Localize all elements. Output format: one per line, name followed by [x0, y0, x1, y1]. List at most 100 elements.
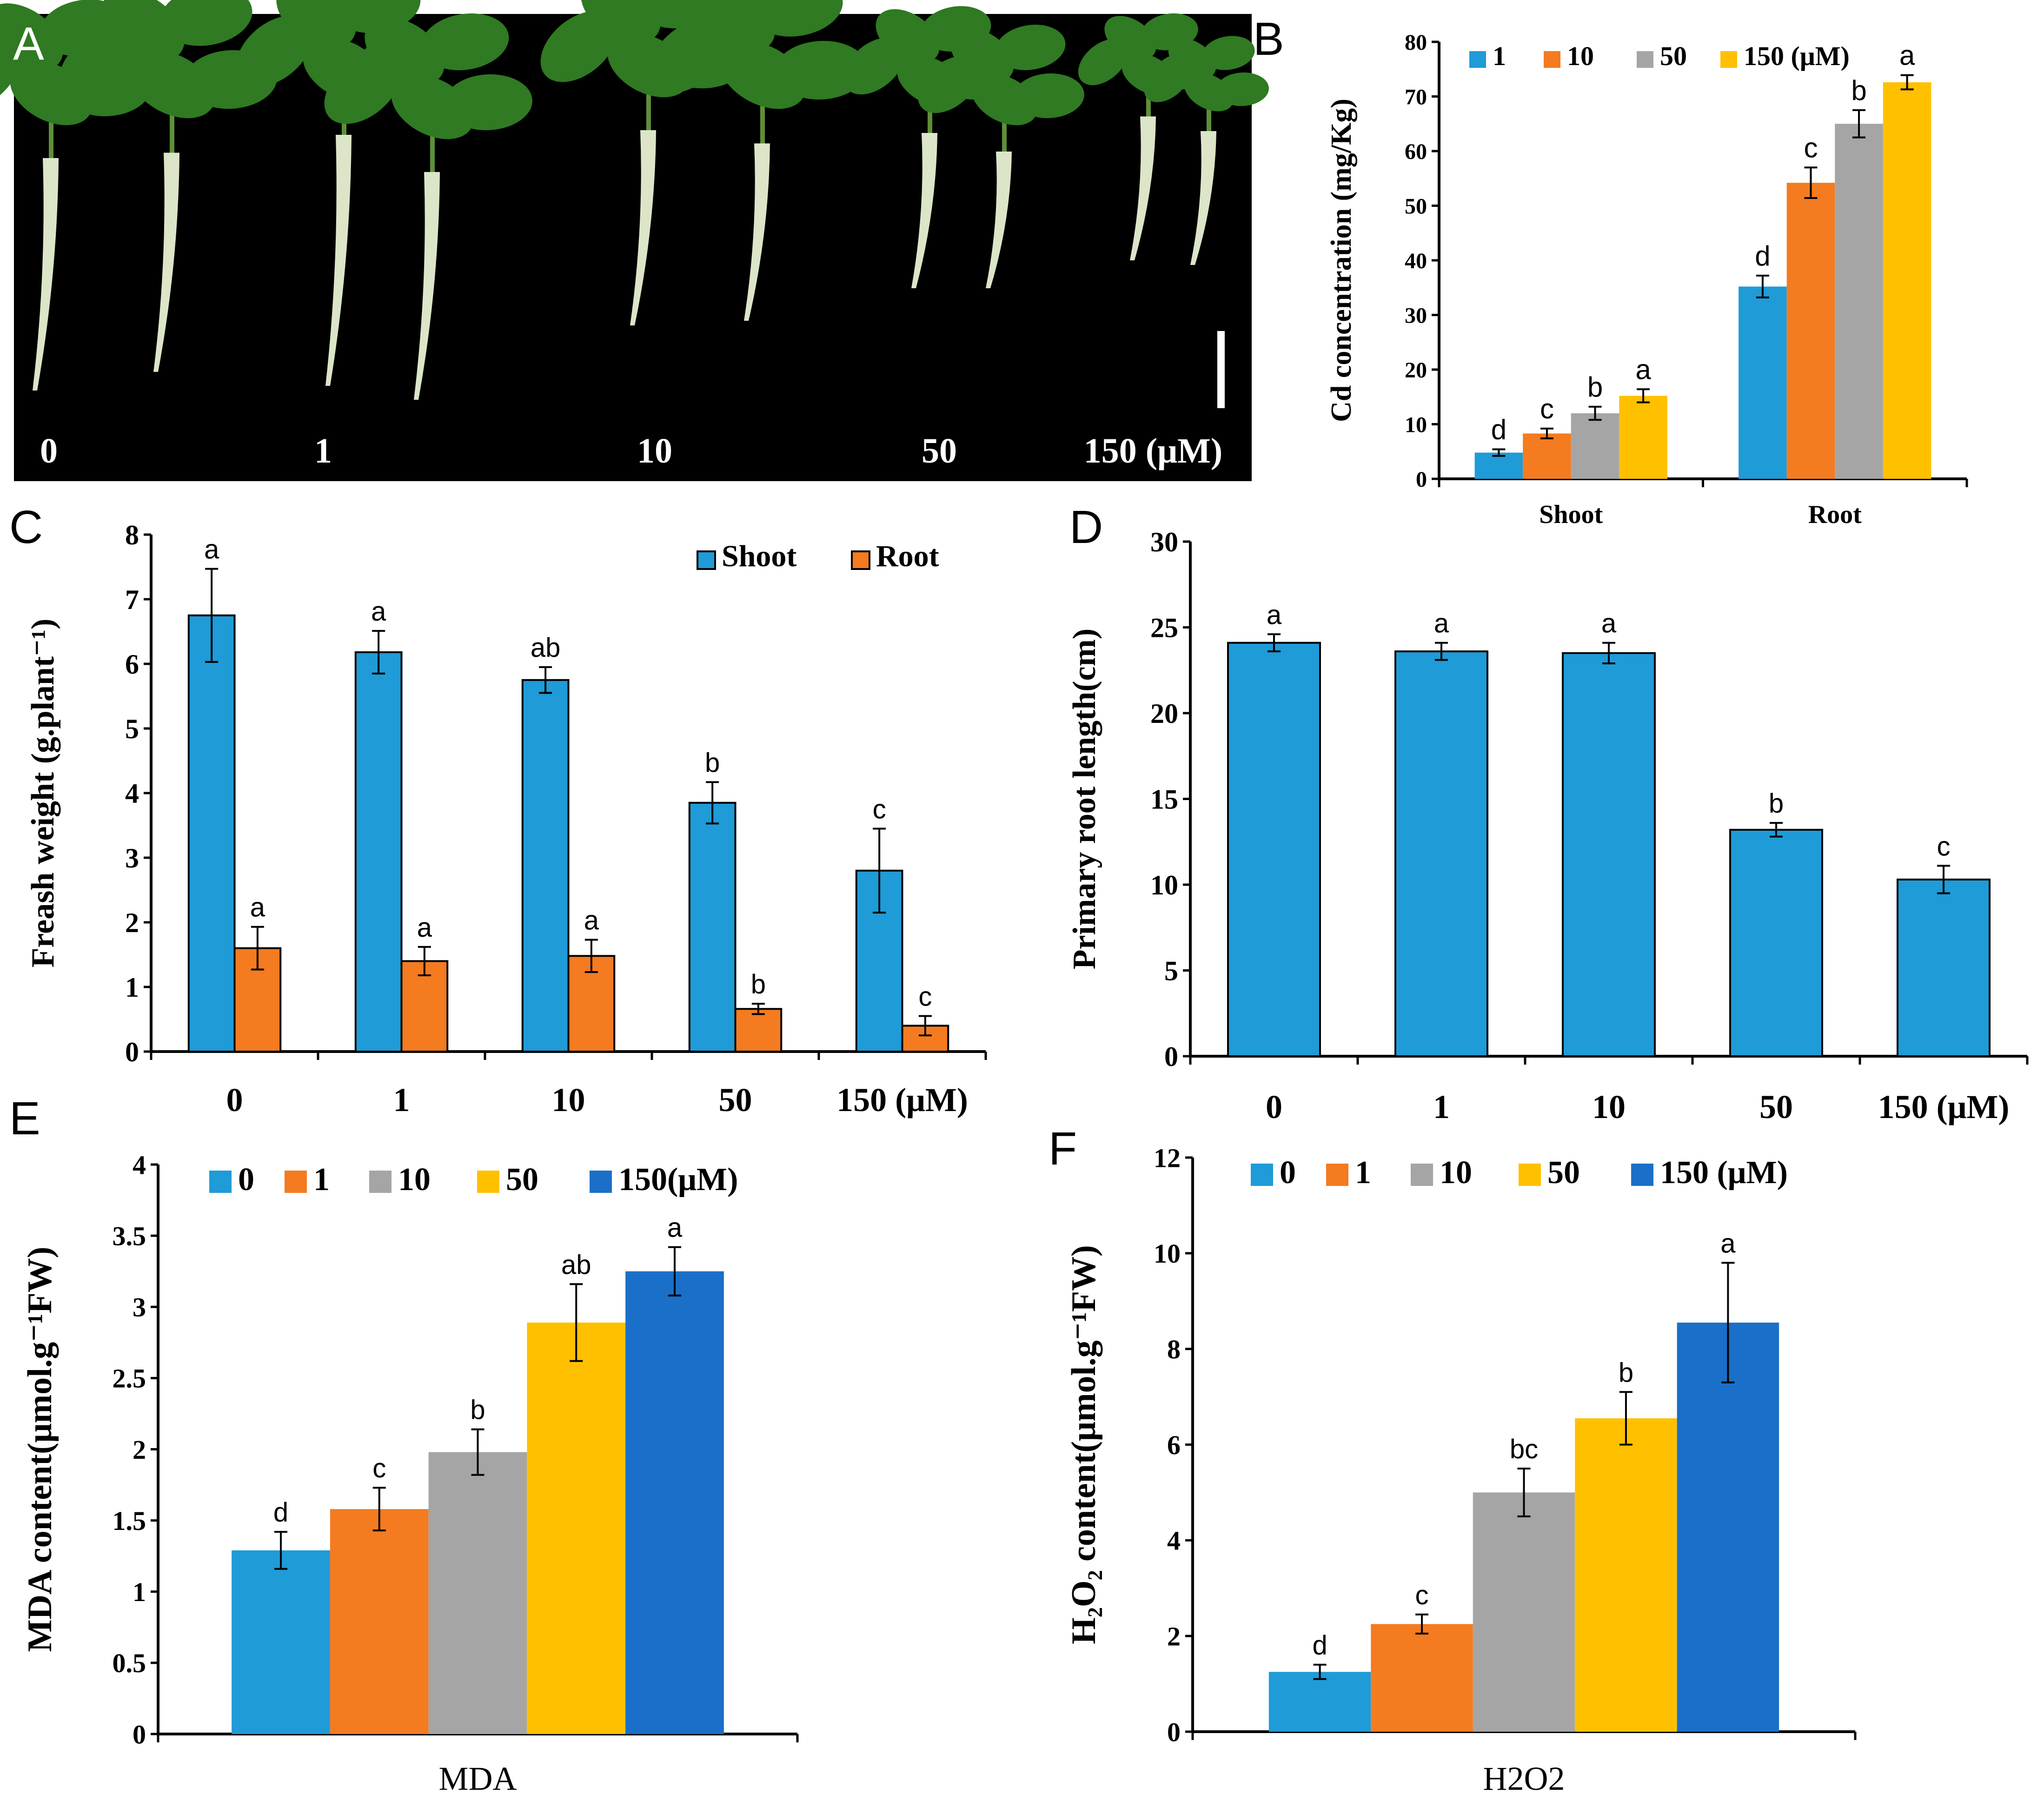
bar-Shoot-10 — [521, 679, 570, 1052]
y-tick-label: 20 — [1150, 698, 1178, 729]
panel-label-e: E — [9, 1092, 40, 1145]
significance-letter: c — [1415, 1580, 1429, 1610]
y-axis-label: H₂O₂ content(μmol.g⁻¹FW) — [1065, 1245, 1103, 1644]
legend-swatch-0 — [1251, 1164, 1273, 1186]
bar-150 (μM)-Shoot — [1619, 396, 1667, 479]
significance-letter: d — [273, 1497, 288, 1528]
legend-label-10: 10 — [398, 1162, 431, 1198]
y-tick-label: 50 — [1405, 194, 1427, 218]
y-tick-label: 6 — [1167, 1430, 1181, 1460]
significance-letter: a — [417, 913, 432, 943]
y-tick-label: 1.5 — [113, 1506, 146, 1536]
y-tick-label: 0 — [1164, 1041, 1178, 1072]
significance-letter: a — [1267, 600, 1282, 630]
legend-swatch-Shoot — [697, 550, 716, 570]
seedling-root — [986, 152, 1012, 288]
significance-letter: a — [1434, 609, 1449, 639]
significance-letter: a — [204, 535, 219, 565]
treatment-label-1: 1 — [314, 431, 332, 470]
seedlings-illustration — [0, 0, 1269, 400]
seedling-leaf — [1168, 38, 1216, 79]
y-axis-label: Cd concentration (mg/Kg) — [1326, 99, 1357, 422]
bar-Root-50 — [734, 1008, 783, 1053]
y-tick-label: 8 — [125, 520, 139, 550]
significance-letter: a — [1601, 609, 1617, 639]
significance-letter: b — [1619, 1357, 1633, 1388]
significance-letter: ab — [561, 1250, 591, 1280]
y-tick-label: 60 — [1405, 139, 1427, 164]
x-tick-label: 150 (μM) — [1878, 1088, 2010, 1125]
legend-label-1: 1 — [1355, 1155, 1371, 1191]
x-tick-label: 0 — [226, 1081, 243, 1119]
seedling-leaf — [950, 27, 1014, 82]
legend-label-1: 1 — [313, 1162, 330, 1198]
significance-letter: bc — [1510, 1434, 1538, 1464]
seedling-leaf — [843, 37, 905, 95]
bar-50-Shoot — [1571, 413, 1619, 479]
y-tick-label: 4 — [1167, 1526, 1181, 1556]
legend-label-50: 50 — [506, 1162, 538, 1198]
treatment-label-10: 10 — [637, 431, 672, 470]
y-tick-label: 12 — [1154, 1143, 1181, 1173]
seedling-root — [1130, 116, 1156, 260]
y-axis-label: Primary root length(cm) — [1067, 629, 1102, 969]
legend-label-10: 10 — [1567, 41, 1594, 71]
seedling-1 — [59, 0, 277, 372]
y-tick-label: 30 — [1150, 527, 1178, 557]
legend-swatch-150 (μM) — [1720, 51, 1737, 68]
bar-1-Root — [1739, 286, 1787, 479]
bar-Primary root length-50 — [1729, 828, 1823, 1058]
x-tick-label: 1 — [393, 1081, 410, 1119]
y-tick-label: 0 — [133, 1719, 146, 1749]
seedling-leaf — [236, 15, 313, 87]
bar-50-MDA — [527, 1322, 626, 1734]
significance-letter: a — [371, 596, 386, 627]
y-tick-label: 5 — [1164, 956, 1178, 986]
bar-10-H2O2 — [1473, 1492, 1575, 1732]
x-tick-label: 1 — [1433, 1088, 1450, 1125]
seedling-leaf — [995, 25, 1066, 70]
seedling-5 — [649, 0, 868, 321]
y-tick-label: 15 — [1150, 784, 1178, 815]
legend-swatch-10 — [1411, 1164, 1433, 1186]
y-tick-label: 2 — [1167, 1621, 1181, 1651]
seedling-leaf — [0, 39, 20, 110]
y-tick-label: 25 — [1150, 613, 1178, 643]
legend-swatch-1 — [1469, 51, 1486, 68]
seedling-leaf — [540, 11, 617, 82]
legend-label-10: 10 — [1440, 1155, 1472, 1191]
bar-150(μM)-MDA — [625, 1271, 724, 1734]
y-tick-label: 0 — [1416, 467, 1427, 492]
bar-Primary root length-1 — [1394, 650, 1488, 1058]
significance-letter: a — [1899, 40, 1915, 71]
legend-label-0: 0 — [238, 1162, 254, 1198]
legend-swatch-0 — [209, 1171, 232, 1193]
x-axis-label: H2O2 — [1483, 1760, 1565, 1797]
x-tick-label: 0 — [1266, 1088, 1282, 1125]
significance-letter: a — [1635, 354, 1651, 385]
x-tick-label: 150 (μM) — [836, 1081, 968, 1119]
y-tick-label: 0 — [1167, 1717, 1181, 1747]
seedling-leaf — [160, 0, 252, 46]
x-tick-label: 10 — [552, 1081, 585, 1119]
seedling-leaf — [129, 50, 215, 119]
y-tick-label: 8 — [1167, 1334, 1181, 1364]
bar-50-Root — [1835, 124, 1883, 479]
seedling-root — [325, 135, 352, 386]
seedling-root — [630, 130, 656, 325]
significance-letter: b — [470, 1395, 485, 1425]
significance-letter: d — [1755, 240, 1770, 271]
bar-Primary root length-10 — [1562, 652, 1656, 1057]
y-tick-label: 3.5 — [113, 1221, 146, 1251]
legend-label-150(μM): 150(μM) — [618, 1162, 738, 1198]
y-axis-label: Freash weight (g.plant⁻¹) — [25, 619, 61, 968]
seedling-9 — [1144, 36, 1269, 265]
y-tick-label: 30 — [1405, 303, 1427, 328]
panel-label-f: F — [1049, 1123, 1077, 1175]
bar-1-Shoot — [1474, 452, 1523, 479]
bar-150 (μM)-Root — [1883, 82, 1931, 479]
bar-150 (μM)-H2O2 — [1677, 1323, 1779, 1732]
y-tick-label: 10 — [1150, 870, 1178, 900]
significance-letter: d — [1312, 1630, 1327, 1661]
chart-d: 0 5 10 15 20 25 30 Primary root length(cm) a 0 a 1 a… — [1067, 527, 2029, 1125]
